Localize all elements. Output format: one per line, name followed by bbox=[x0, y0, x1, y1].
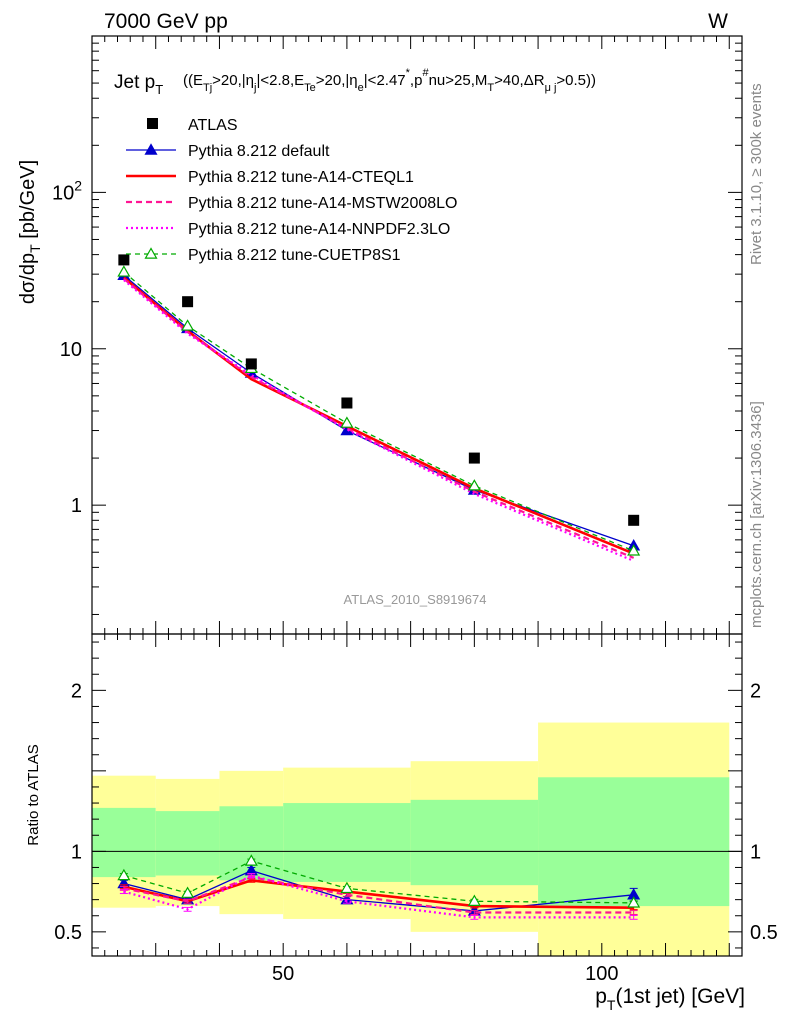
mcplots-label: mcplots.cern.ch [arXiv:1306.3436] bbox=[748, 401, 765, 628]
legend-marker-default bbox=[144, 143, 158, 155]
y-tick-label-base: 10 bbox=[52, 182, 74, 204]
main-line-default bbox=[123, 274, 634, 547]
x-label-a: p bbox=[595, 985, 607, 1008]
legend-atlas-label: ATLAS bbox=[188, 117, 238, 134]
ratio-y-tick-label-left-2: 2 bbox=[71, 680, 82, 702]
x-tick-label-50: 50 bbox=[272, 963, 294, 985]
atlas-point-0 bbox=[118, 254, 130, 266]
ratio-line-cuetp bbox=[123, 860, 634, 904]
title-cuts-part-0: ((E bbox=[183, 72, 203, 89]
legend-marker-cuetp bbox=[144, 247, 158, 259]
legend-label-mstw: Pythia 8.212 tune-A14-MSTW2008LO bbox=[188, 195, 457, 212]
ratio-uncertainty-bands bbox=[92, 722, 742, 956]
title-cuts-part-16: >0.5)) bbox=[556, 72, 596, 89]
atlas-data-points bbox=[118, 254, 640, 526]
main-marker-cuetp-1 bbox=[181, 319, 195, 331]
title-cuts: ((ETj>20,|ηj|<2.8,ETe>20,|ηe|<2.47*,p#nu… bbox=[183, 67, 596, 94]
title-cuts-part-1: Tj bbox=[203, 82, 212, 94]
y-label-b: [pb/GeV] bbox=[17, 160, 39, 245]
legend: ATLAS Pythia 8.212 default Pythia 8.212 tu… bbox=[126, 117, 457, 264]
title-cuts-part-2: >20,|η bbox=[212, 72, 254, 89]
ratio-y-tick-label-left-0: 0.5 bbox=[54, 922, 82, 944]
legend-atlas-marker bbox=[147, 118, 158, 129]
ratio-y-tick-label-left-1: 1 bbox=[71, 841, 82, 863]
y-tick-label-10: 10 bbox=[60, 339, 82, 361]
y-label-a: dσ/dp bbox=[17, 253, 39, 304]
title-cuts-part-12: nu>25,M bbox=[429, 72, 488, 89]
band-green-4 bbox=[410, 799, 539, 886]
main-line-cteql1 bbox=[123, 276, 635, 555]
main-line-mstw bbox=[123, 277, 635, 559]
ratio-y-tick-label-right-1: 1 bbox=[750, 841, 761, 863]
ratio-marker-cuetp-4 bbox=[467, 894, 481, 906]
title-cuts-part-5: Te bbox=[304, 82, 316, 94]
main-marker-cuetp-5 bbox=[627, 544, 641, 556]
title-cuts-part-6: >20,|η bbox=[316, 72, 358, 89]
atlas-point-2 bbox=[245, 358, 257, 370]
title-cuts-part-8: |<2.47 bbox=[364, 72, 406, 89]
legend-label-default: Pythia 8.212 default bbox=[188, 143, 330, 160]
y-tick-label-1: 1 bbox=[71, 495, 82, 517]
main-marker-cuetp-3 bbox=[340, 416, 354, 428]
title-cuts-part-7: e bbox=[358, 82, 364, 94]
band-green-5 bbox=[538, 777, 730, 907]
band-green-1 bbox=[155, 811, 220, 876]
ratio-marker-cuetp-0 bbox=[117, 868, 131, 881]
plot-title: Jet pT bbox=[114, 72, 163, 97]
main-series bbox=[117, 265, 641, 562]
header-right: W bbox=[708, 10, 728, 33]
legend-label-nnpdf: Pythia 8.212 tune-A14-NNPDF2.3LO bbox=[188, 221, 450, 238]
y-tick-label-exp: 2 bbox=[74, 177, 82, 193]
title-cuts-part-3: j bbox=[253, 82, 256, 94]
atlas-point-3 bbox=[341, 397, 353, 409]
main-marker-cuetp-4 bbox=[467, 479, 481, 491]
x-tick-label-100: 100 bbox=[585, 963, 618, 985]
title-cuts-part-10: ,p bbox=[410, 72, 423, 89]
ratio-marker-cuetp-3 bbox=[340, 881, 354, 894]
title-main-sub: T bbox=[155, 82, 163, 97]
rivet-label: Rivet 3.1.10, ≥ 300k events bbox=[748, 83, 765, 265]
title-cuts-part-9: * bbox=[406, 67, 411, 79]
band-green-3 bbox=[283, 803, 411, 882]
ratio-series bbox=[117, 854, 641, 920]
title-main: Jet p bbox=[114, 72, 155, 93]
ratio-marker-cuetp-5 bbox=[627, 896, 641, 908]
band-green-0 bbox=[92, 807, 156, 878]
ratio-line-nnpdf bbox=[123, 874, 634, 919]
y-label-sub: T bbox=[27, 244, 43, 253]
analysis-label: ATLAS_2010_S8919674 bbox=[344, 592, 487, 607]
legend-label-cteql1: Pythia 8.212 tune-A14-CTEQL1 bbox=[188, 169, 414, 186]
x-axis-label: pT(1st jet) [GeV] bbox=[595, 985, 745, 1013]
ratio-y-label: Ratio to ATLAS bbox=[25, 744, 42, 845]
y-axis-label: dσ/dpT [pb/GeV] bbox=[17, 160, 43, 304]
ratio-frame bbox=[91, 633, 743, 957]
main-marker-cuetp-0 bbox=[117, 265, 131, 277]
ratio-line-mstw bbox=[123, 875, 634, 914]
atlas-point-5 bbox=[628, 514, 640, 526]
y-tick-label-100: 102 bbox=[52, 177, 82, 204]
plot-frames bbox=[91, 35, 743, 957]
atlas-point-4 bbox=[468, 452, 480, 464]
x-label-b: (1st jet) [GeV] bbox=[615, 985, 745, 1008]
title-cuts-part-15: μ j bbox=[545, 82, 557, 94]
title-cuts-part-13: T bbox=[487, 82, 494, 94]
x-label-sub: T bbox=[607, 997, 616, 1013]
ratio-marker-cuetp-1 bbox=[181, 886, 195, 898]
title-cuts-part-11: # bbox=[422, 67, 429, 79]
legend-label-cuetp: Pythia 8.212 tune-CUETP8S1 bbox=[188, 247, 401, 264]
title-cuts-part-4: |<2.8,E bbox=[256, 72, 304, 89]
ratio-marker-cuetp-2 bbox=[244, 854, 258, 866]
title-cuts-part-14: >40,ΔR bbox=[494, 72, 545, 89]
main-line-nnpdf bbox=[123, 279, 635, 562]
atlas-point-1 bbox=[182, 296, 194, 308]
ratio-y-tick-label-right-2: 2 bbox=[750, 680, 761, 702]
header-left: 7000 GeV pp bbox=[104, 10, 228, 33]
main-line-cuetp bbox=[123, 271, 634, 552]
ratio-y-tick-label-right-0: 0.5 bbox=[750, 922, 778, 944]
